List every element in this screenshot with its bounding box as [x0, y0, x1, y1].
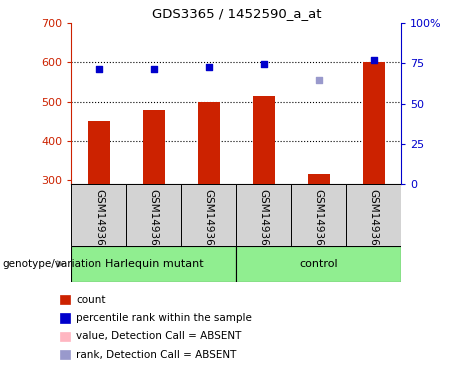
Text: GSM149363: GSM149363: [259, 189, 269, 252]
Bar: [291, 184, 346, 246]
Text: Harlequin mutant: Harlequin mutant: [105, 259, 203, 269]
Text: genotype/variation: genotype/variation: [2, 259, 101, 269]
Bar: [71, 184, 126, 246]
Bar: [181, 184, 236, 246]
Text: GSM149365: GSM149365: [369, 189, 378, 252]
Text: GSM149361: GSM149361: [149, 189, 159, 252]
Bar: [236, 184, 291, 246]
Text: rank, Detection Call = ABSENT: rank, Detection Call = ABSENT: [76, 350, 236, 360]
Title: GDS3365 / 1452590_a_at: GDS3365 / 1452590_a_at: [152, 7, 321, 20]
Bar: [307, 174, 330, 184]
Point: [370, 57, 377, 63]
Bar: [143, 110, 165, 184]
Point: [95, 66, 103, 72]
Bar: [363, 62, 384, 184]
Text: GSM149360: GSM149360: [94, 189, 104, 252]
Text: value, Detection Call = ABSENT: value, Detection Call = ABSENT: [76, 331, 242, 341]
Point: [150, 66, 158, 73]
Bar: [126, 184, 181, 246]
Point: [260, 61, 267, 68]
Bar: [88, 121, 110, 184]
Text: count: count: [76, 295, 106, 305]
Bar: [198, 102, 220, 184]
Bar: [253, 96, 275, 184]
Bar: [346, 184, 401, 246]
Bar: [71, 246, 236, 282]
Text: control: control: [299, 259, 338, 269]
Point: [205, 64, 213, 70]
Bar: [236, 246, 401, 282]
Text: percentile rank within the sample: percentile rank within the sample: [76, 313, 252, 323]
Text: GSM149362: GSM149362: [204, 189, 214, 252]
Point: [315, 77, 322, 83]
Text: GSM149364: GSM149364: [313, 189, 324, 252]
